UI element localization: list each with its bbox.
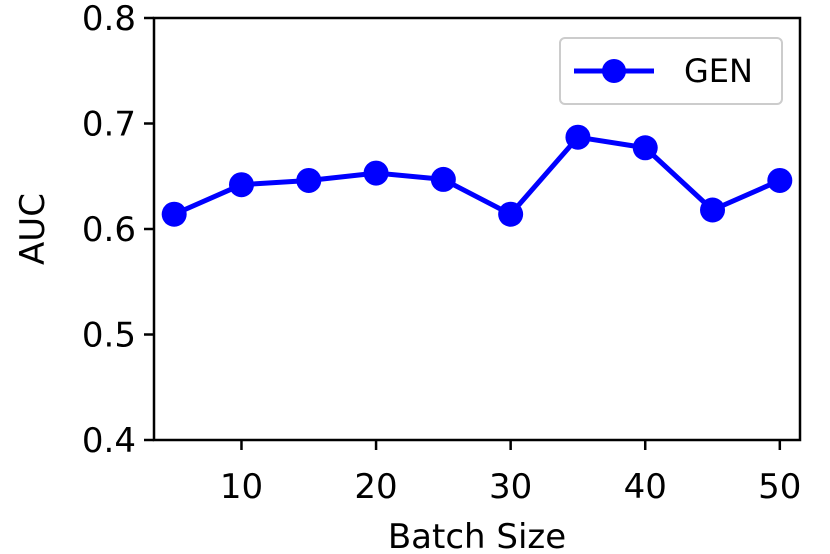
data-point-gen-30	[498, 201, 524, 227]
data-point-gen-15	[296, 167, 322, 193]
y-tick-label: 0.7	[82, 105, 136, 145]
data-point-gen-5	[161, 201, 187, 227]
plot-frame	[152, 16, 802, 442]
data-point-gen-25	[430, 166, 456, 192]
y-tick-label: 0.5	[82, 316, 136, 356]
y-tick-label: 0.8	[82, 0, 136, 39]
legend-box	[559, 37, 783, 105]
data-point-gen-40	[632, 135, 658, 161]
x-axis-ticks: 10 20 30 40 50	[220, 440, 801, 507]
x-tick-label: 50	[758, 467, 801, 507]
data-point-gen-10	[228, 172, 254, 198]
series-line-gen	[173, 134, 781, 217]
x-tick-label: 30	[489, 467, 532, 507]
x-tick-label: 40	[624, 467, 667, 507]
x-tick-label: 20	[354, 467, 397, 507]
series-layer	[161, 124, 793, 227]
x-tick-label: 10	[220, 467, 263, 507]
data-point-gen-20	[363, 160, 389, 186]
legend: GEN	[559, 37, 783, 105]
legend-label-gen: GEN	[684, 52, 753, 90]
y-axis-ticks: 0.4 0.5 0.6 0.7 0.8	[82, 0, 154, 461]
legend-marker-gen	[602, 59, 626, 83]
data-point-gen-35	[565, 124, 591, 150]
y-axis-title: AUC	[13, 193, 53, 265]
data-point-gen-50	[767, 167, 793, 193]
y-tick-label: 0.6	[82, 210, 136, 250]
y-tick-label: 0.4	[82, 421, 136, 461]
data-point-gen-45	[700, 197, 726, 223]
x-axis-title: Batch Size	[388, 517, 566, 554]
